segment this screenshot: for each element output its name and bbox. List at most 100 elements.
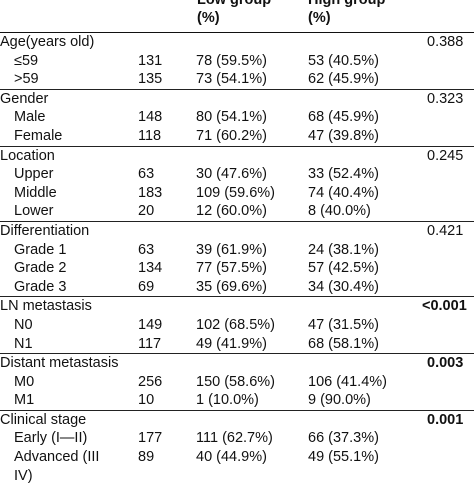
low-group-cell: 77 (57.5%) [196, 260, 267, 277]
total-cell: 256 [138, 373, 163, 390]
total-cell: 148 [138, 109, 163, 126]
row-label: Grade 3 [14, 278, 67, 295]
low-group-cell: 49 (41.9%) [196, 335, 267, 352]
p-value-cell: 0.003 [427, 355, 464, 372]
table-group-row: Gender 0.323 [0, 88, 474, 109]
table-row: N1 117 49 (41.9%) 68 (58.1%) [0, 335, 474, 354]
high-group-cell: 34 (30.4%) [308, 278, 379, 295]
table-row: Female 118 71 (60.2%) 47 (39.8%) [0, 127, 474, 146]
row-label: N1 [14, 335, 33, 352]
table-row: Male 148 80 (54.1%) 68 (45.9%) [0, 108, 474, 127]
row-label: Male [14, 109, 46, 126]
total-cell: 89 [138, 449, 155, 466]
low-group-cell: 150 (58.6%) [196, 373, 275, 390]
table-group-row: Location 0.245 [0, 145, 474, 166]
table-group-row: LN metastasis <0.001 [0, 296, 474, 316]
row-label: IV) [14, 467, 33, 484]
row-label: N0 [14, 316, 33, 333]
low-group-cell: 40 (44.9%) [196, 449, 267, 466]
high-group-cell: 47 (31.5%) [308, 316, 379, 333]
total-cell: 69 [138, 278, 155, 295]
row-label: Female [14, 127, 63, 144]
table-row: Early (I—II) 177 111 (62.7%) 66 (37.3%) [0, 429, 474, 448]
low-group-unit: (%) [197, 10, 220, 26]
row-label: Gender [0, 90, 49, 107]
low-group-cell: 39 (61.9%) [196, 241, 267, 258]
row-label: >59 [14, 71, 39, 88]
row-label: Differentiation [0, 222, 90, 239]
total-cell: 183 [138, 184, 163, 201]
total-cell: 131 [138, 52, 163, 69]
row-label: M1 [14, 392, 35, 409]
row-label: Upper [14, 166, 54, 183]
p-value-cell: 0.421 [427, 222, 464, 239]
total-cell: 135 [138, 71, 163, 88]
table-row: Lower 20 12 (60.0%) 8 (40.0%) [0, 202, 474, 221]
low-group-cell: 73 (54.1%) [196, 71, 267, 88]
table-row: M1 10 1 (10.0%) 9 (90.0%) [0, 391, 474, 410]
p-value-cell: 0.323 [427, 90, 464, 107]
low-group-cell: 111 (62.7%) [196, 430, 273, 447]
high-group-cell: 62 (45.9%) [308, 71, 379, 88]
total-cell: 118 [138, 127, 162, 144]
table-row: Grade 3 69 35 (69.6%) 34 (30.4%) [0, 278, 474, 297]
table-row: Grade 2 134 77 (57.5%) 57 (42.5%) [0, 259, 474, 278]
low-group-cell: 71 (60.2%) [196, 127, 267, 144]
table-row: >59 135 73 (54.1%) 62 (45.9%) [0, 70, 474, 89]
table-group-row: Clinical stage 0.001 [0, 409, 474, 430]
total-cell: 117 [138, 335, 162, 352]
row-label: Distant metastasis [0, 355, 119, 372]
high-group-header: High group [308, 0, 386, 8]
p-value-cell: 0.245 [427, 147, 464, 164]
high-group-cell: 68 (58.1%) [308, 335, 379, 352]
row-label: Clinical stage [0, 411, 87, 428]
high-group-cell: 74 (40.4%) [308, 184, 379, 201]
high-group-cell: 66 (37.3%) [308, 430, 379, 447]
total-cell: 134 [138, 260, 163, 277]
low-group-cell: 30 (47.6%) [196, 166, 267, 183]
total-cell: 10 [138, 392, 155, 409]
table-row: N0 149 102 (68.5%) 47 (31.5%) [0, 316, 474, 335]
low-group-cell: 78 (59.5%) [196, 52, 267, 69]
table-group-row: Age(years old) 0.388 [0, 33, 474, 52]
table-group-row: Differentiation 0.421 [0, 220, 474, 241]
row-label: Location [0, 147, 55, 164]
low-group-header: Low group [197, 0, 272, 8]
p-value-cell: 0.001 [427, 411, 464, 428]
total-cell: 149 [138, 316, 163, 333]
high-group-cell: 9 (90.0%) [308, 392, 371, 409]
row-label: Early (I—II) [14, 430, 88, 447]
total-cell: 63 [138, 166, 155, 183]
high-group-cell: 8 (40.0%) [308, 203, 371, 220]
header-rule [0, 32, 474, 33]
table-row: Advanced (III 89 40 (44.9%) 49 (55.1%) [0, 448, 474, 467]
row-label: Grade 1 [14, 241, 67, 258]
high-group-cell: 49 (55.1%) [308, 449, 379, 466]
high-group-cell: 106 (41.4%) [308, 373, 387, 390]
table-row: M0 256 150 (58.6%) 106 (41.4%) [0, 373, 474, 392]
high-group-cell: 47 (39.8%) [308, 127, 379, 144]
row-label: ≤59 [14, 52, 39, 69]
p-value-cell: <0.001 [422, 298, 467, 315]
total-cell: 177 [138, 430, 163, 447]
high-group-cell: 24 (38.1%) [308, 241, 379, 258]
low-group-cell: 80 (54.1%) [196, 109, 267, 126]
table-row: Middle 183 109 (59.6%) 74 (40.4%) [0, 184, 474, 203]
total-cell: 20 [138, 203, 155, 220]
clinical-table: Age(years old) 0.388 ≤59 131 78 (59.5%) 53 (4… [0, 33, 474, 485]
low-group-cell: 1 (10.0%) [196, 392, 259, 409]
high-group-cell: 33 (52.4%) [308, 166, 379, 183]
high-group-cell: 57 (42.5%) [308, 260, 379, 277]
table-row: Upper 63 30 (47.6%) 33 (52.4%) [0, 165, 474, 184]
p-value-cell: 0.388 [427, 34, 464, 50]
low-group-cell: 12 (60.0%) [196, 203, 267, 220]
high-group-cell: 68 (45.9%) [308, 109, 379, 126]
row-label: Lower [14, 203, 54, 220]
low-group-cell: 109 (59.6%) [196, 184, 275, 201]
high-group-cell: 53 (40.5%) [308, 52, 379, 69]
table-row: Grade 1 63 39 (61.9%) 24 (38.1%) [0, 241, 474, 260]
row-label: Middle [14, 184, 57, 201]
row-label: Grade 2 [14, 260, 67, 277]
table-header: Low group (%) High group (%) [0, 0, 474, 31]
total-cell: 63 [138, 241, 155, 258]
